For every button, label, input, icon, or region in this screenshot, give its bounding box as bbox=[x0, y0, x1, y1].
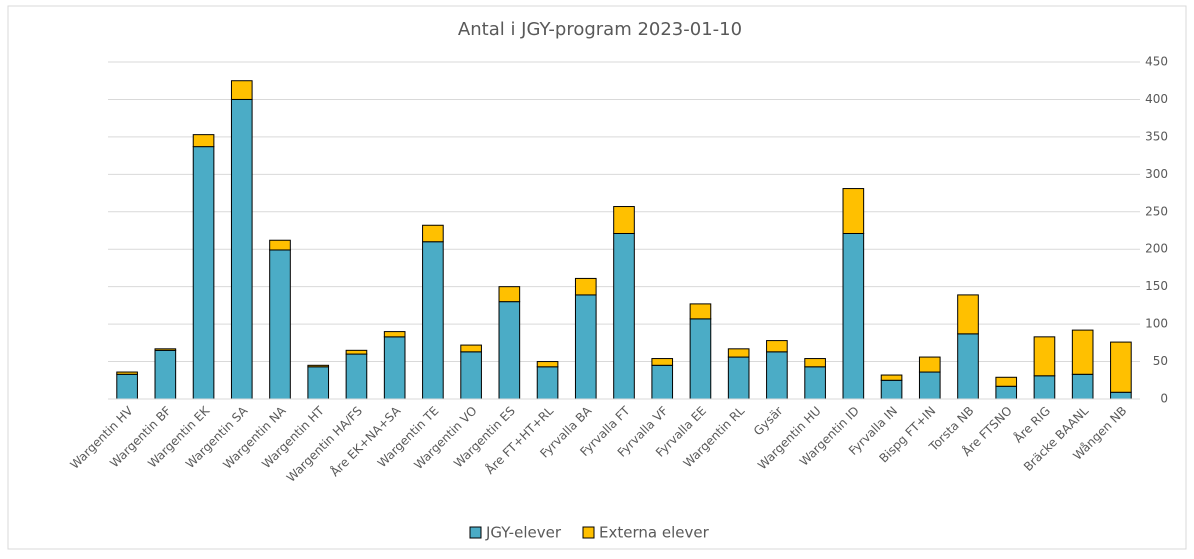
bar-segment bbox=[1071, 329, 1094, 375]
bar-segment bbox=[918, 371, 941, 400]
bar-segment bbox=[651, 364, 674, 400]
bar-segment bbox=[766, 340, 788, 353]
bar-segment bbox=[498, 301, 521, 400]
bar-segment bbox=[689, 303, 712, 320]
y-tick-label: 50 bbox=[1153, 354, 1168, 368]
bar-segment bbox=[880, 379, 903, 400]
bar-segment bbox=[957, 333, 979, 400]
bar-segment bbox=[689, 318, 712, 400]
bar-segment bbox=[536, 361, 559, 368]
bar-segment bbox=[1110, 341, 1132, 393]
bar-segment bbox=[651, 358, 674, 366]
bar-segment bbox=[574, 277, 597, 296]
bar-segment bbox=[842, 188, 865, 234]
bar-segment bbox=[307, 364, 330, 368]
bar-segment bbox=[460, 344, 482, 353]
y-tick-label: 150 bbox=[1145, 279, 1168, 293]
bar-segment bbox=[727, 348, 750, 358]
bar-segment bbox=[307, 366, 330, 400]
bar-segment bbox=[116, 373, 138, 400]
legend-label: Externa elever bbox=[599, 524, 710, 542]
bar-segment bbox=[269, 239, 291, 251]
bar-segment bbox=[918, 356, 941, 373]
y-tick-label: 100 bbox=[1145, 317, 1168, 331]
bar-segment bbox=[192, 146, 215, 400]
bar-segment bbox=[766, 351, 788, 400]
bar-segment bbox=[345, 349, 368, 355]
bar-segment bbox=[383, 336, 406, 400]
y-tick-label: 300 bbox=[1145, 167, 1168, 181]
bar-segment bbox=[957, 294, 979, 335]
bar-segment bbox=[269, 249, 291, 400]
bar-segment bbox=[995, 376, 1018, 387]
bar-segment bbox=[1033, 336, 1056, 377]
bar-segment bbox=[116, 371, 138, 375]
bar-segment bbox=[230, 98, 253, 400]
y-tick-label: 250 bbox=[1145, 204, 1168, 218]
chart-border bbox=[7, 5, 1187, 550]
bar-segment bbox=[422, 224, 444, 243]
bar-segment bbox=[804, 358, 826, 368]
bar-segment bbox=[154, 348, 177, 351]
legend-swatch bbox=[582, 526, 595, 539]
legend-label: JGY-elever bbox=[485, 524, 562, 542]
bar-segment bbox=[1033, 375, 1056, 400]
y-tick-label: 450 bbox=[1145, 55, 1168, 69]
bar-segment bbox=[613, 206, 635, 234]
bar-segment bbox=[613, 232, 635, 400]
y-tick-label: 350 bbox=[1145, 129, 1168, 143]
bar-segment bbox=[192, 134, 215, 148]
bar-segment bbox=[1110, 391, 1132, 400]
bar-segment bbox=[995, 385, 1018, 400]
bar-segment bbox=[804, 366, 826, 400]
bar-segment bbox=[536, 366, 559, 400]
bar-segment bbox=[880, 374, 903, 381]
bar-segment bbox=[460, 351, 482, 400]
chart-title: Antal i JGY-program 2023-01-10 bbox=[458, 19, 742, 40]
y-tick-label: 400 bbox=[1145, 92, 1168, 106]
bar-segment bbox=[154, 349, 177, 400]
bar-segment bbox=[842, 232, 865, 400]
bar-segment bbox=[574, 294, 597, 400]
bar-segment bbox=[383, 331, 406, 338]
y-tick-label: 0 bbox=[1160, 392, 1168, 406]
bar-segment bbox=[727, 356, 750, 400]
bar-segment bbox=[345, 353, 368, 400]
bar-segment bbox=[1071, 373, 1094, 400]
legend-swatch bbox=[469, 526, 482, 539]
bar-segment bbox=[230, 80, 253, 100]
y-tick-label: 200 bbox=[1145, 242, 1168, 256]
bar-segment bbox=[422, 241, 444, 400]
bar-segment bbox=[498, 286, 521, 303]
